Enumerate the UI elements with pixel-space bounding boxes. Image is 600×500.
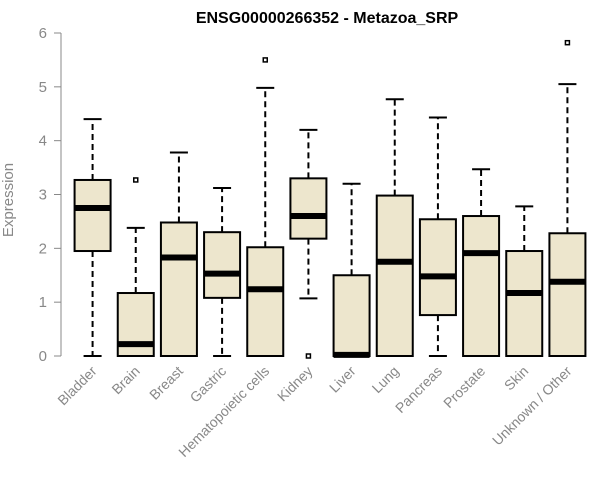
outlier-point xyxy=(305,353,312,359)
box-group xyxy=(159,151,198,357)
box-iqr xyxy=(246,246,285,357)
y-axis-ticks: 0 1 2 3 4 5 6 xyxy=(39,25,61,365)
box-iqr xyxy=(203,231,242,299)
box-group xyxy=(548,39,587,357)
y-tick-label: 3 xyxy=(39,187,47,204)
x-tick-label: Gastric xyxy=(187,363,230,406)
x-tick-label: Liver xyxy=(326,363,359,396)
box-iqr xyxy=(462,215,501,357)
x-tick-label: Pancreas xyxy=(392,363,445,416)
y-tick-label: 2 xyxy=(39,240,47,257)
y-tick-label: 6 xyxy=(39,25,47,42)
x-tick-label: Bladder xyxy=(54,363,100,409)
box-iqr xyxy=(159,221,198,357)
chart-title: ENSG00000266352 - Metazoa_SRP xyxy=(196,10,459,27)
box-group xyxy=(73,118,112,357)
outlier-point xyxy=(262,57,268,63)
outlier-point xyxy=(564,39,571,46)
box-group xyxy=(418,116,457,357)
box-group xyxy=(116,177,155,358)
y-tick-label: 4 xyxy=(39,133,47,150)
box-group xyxy=(246,57,285,357)
x-tick-label: Prostate xyxy=(440,363,488,411)
x-tick-label: Skin xyxy=(501,363,532,394)
box-group xyxy=(505,205,544,357)
y-tick-label: 0 xyxy=(39,348,47,365)
outlier-point xyxy=(133,177,139,183)
box-iqr xyxy=(505,250,544,357)
y-tick-label: 1 xyxy=(39,294,47,311)
box-iqr xyxy=(375,194,414,357)
box-iqr xyxy=(548,232,587,357)
box-iqr xyxy=(289,177,328,240)
x-tick-label: Kidney xyxy=(274,363,316,405)
box-group xyxy=(203,187,242,357)
x-tick-label: Breast xyxy=(146,363,186,403)
box-group xyxy=(462,168,501,357)
box-series xyxy=(73,39,587,359)
y-axis-label: Expression xyxy=(0,163,17,237)
box-iqr xyxy=(332,274,371,357)
box-group xyxy=(375,98,414,357)
x-tick-label: Brain xyxy=(108,363,142,397)
y-tick-label: 5 xyxy=(39,79,47,96)
box-iqr xyxy=(418,218,457,317)
x-tick-label: Lung xyxy=(369,363,402,396)
x-tick-label: Unknown / Other xyxy=(489,363,575,449)
box-iqr xyxy=(73,178,112,253)
box-group xyxy=(289,128,328,359)
box-group xyxy=(332,182,371,358)
